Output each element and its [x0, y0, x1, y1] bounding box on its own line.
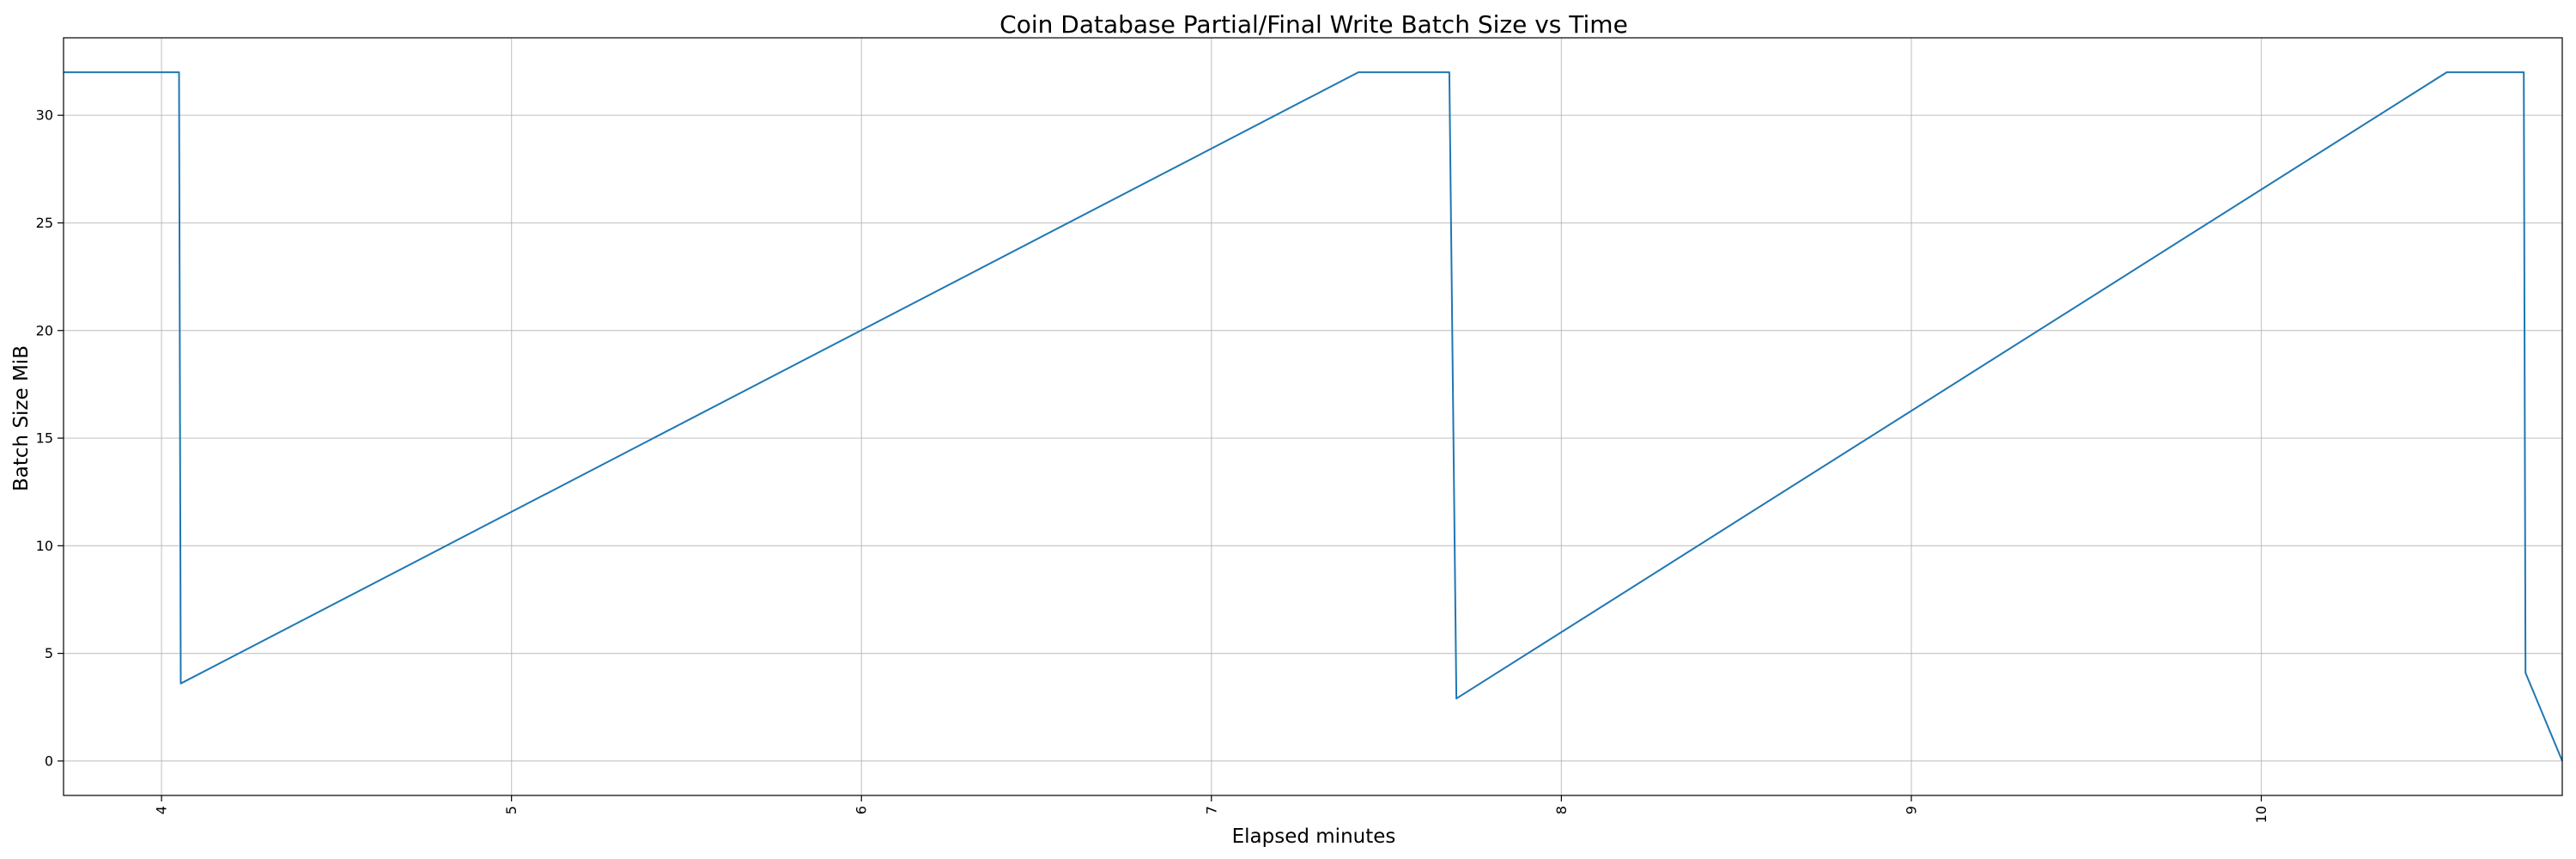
- x-tick-label: 10: [2253, 806, 2269, 823]
- x-tick-label: 5: [503, 806, 519, 814]
- y-axis: 0 5 10 15 20 25 30: [36, 107, 64, 769]
- x-tick-label: 8: [1553, 806, 1570, 814]
- x-axis-label: Elapsed minutes: [1232, 825, 1396, 848]
- y-tick-label: 30: [36, 107, 53, 124]
- plot-frame: [63, 37, 2563, 796]
- y-tick-label: 10: [36, 538, 53, 554]
- y-tick-label: 0: [45, 752, 53, 769]
- series-line: [64, 71, 2563, 762]
- y-axis-label: Batch Size MiB: [10, 345, 33, 491]
- chart-title: Coin Database Partial/Final Write Batch …: [999, 10, 1628, 39]
- y-tick-label: 20: [36, 322, 53, 338]
- x-tick-label: 6: [854, 806, 870, 814]
- x-axis: 4 5 6 7 8 9 10: [154, 795, 2269, 823]
- y-tick-label: 5: [45, 645, 53, 661]
- grid-lines: [64, 38, 2562, 795]
- y-tick-label: 25: [36, 215, 53, 231]
- x-tick-label: 4: [154, 806, 170, 814]
- x-tick-label: 9: [1903, 806, 1919, 814]
- series-group: [64, 71, 2563, 762]
- x-tick-label: 7: [1203, 806, 1219, 814]
- y-tick-label: 15: [36, 430, 53, 447]
